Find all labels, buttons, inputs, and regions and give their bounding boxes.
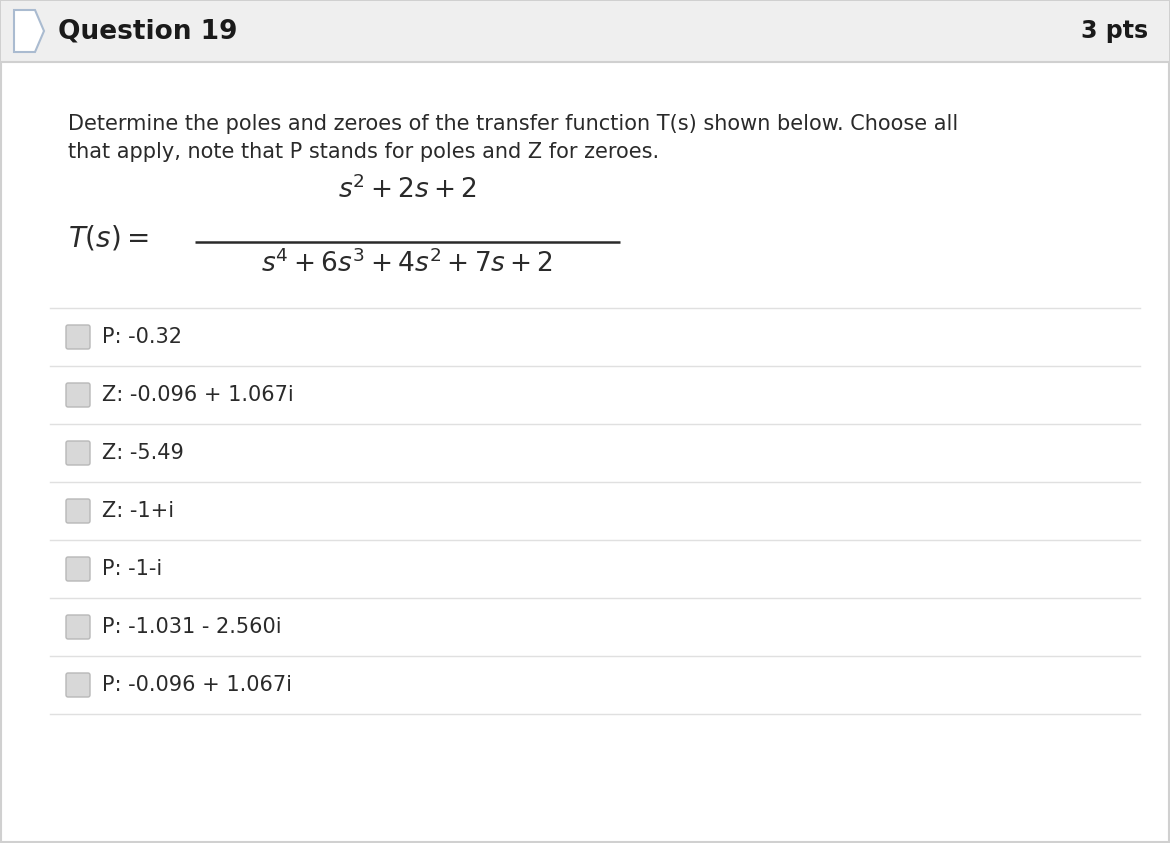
Text: $\mathit{s}^4 + 6\mathit{s}^3 + 4\mathit{s}^2 + 7\mathit{s} + 2$: $\mathit{s}^4 + 6\mathit{s}^3 + 4\mathit… [261, 250, 553, 278]
FancyBboxPatch shape [66, 325, 90, 349]
FancyBboxPatch shape [66, 383, 90, 407]
Text: P: -1-i: P: -1-i [102, 559, 163, 579]
Text: P: -0.32: P: -0.32 [102, 327, 183, 347]
Text: 3 pts: 3 pts [1081, 19, 1148, 43]
FancyBboxPatch shape [66, 441, 90, 465]
Text: P: -1.031 - 2.560i: P: -1.031 - 2.560i [102, 617, 282, 637]
Polygon shape [14, 10, 44, 52]
Text: Determine the poles and zeroes of the transfer function T(s) shown below. Choose: Determine the poles and zeroes of the tr… [68, 114, 958, 134]
FancyBboxPatch shape [66, 499, 90, 523]
FancyBboxPatch shape [66, 557, 90, 581]
FancyBboxPatch shape [66, 673, 90, 697]
FancyBboxPatch shape [1, 1, 1169, 62]
Text: $\mathit{T}(\mathit{s}) =$: $\mathit{T}(\mathit{s}) =$ [68, 223, 149, 253]
Text: Z: -5.49: Z: -5.49 [102, 443, 184, 463]
Text: $\mathit{s}^2 + 2\mathit{s} + 2$: $\mathit{s}^2 + 2\mathit{s} + 2$ [338, 175, 477, 204]
Text: that apply, note that P stands for poles and Z for zeroes.: that apply, note that P stands for poles… [68, 142, 659, 162]
FancyBboxPatch shape [66, 615, 90, 639]
Text: Question 19: Question 19 [58, 18, 238, 44]
Text: Z: -0.096 + 1.067i: Z: -0.096 + 1.067i [102, 385, 294, 405]
Text: P: -0.096 + 1.067i: P: -0.096 + 1.067i [102, 675, 292, 695]
Text: Z: -1+i: Z: -1+i [102, 501, 174, 521]
